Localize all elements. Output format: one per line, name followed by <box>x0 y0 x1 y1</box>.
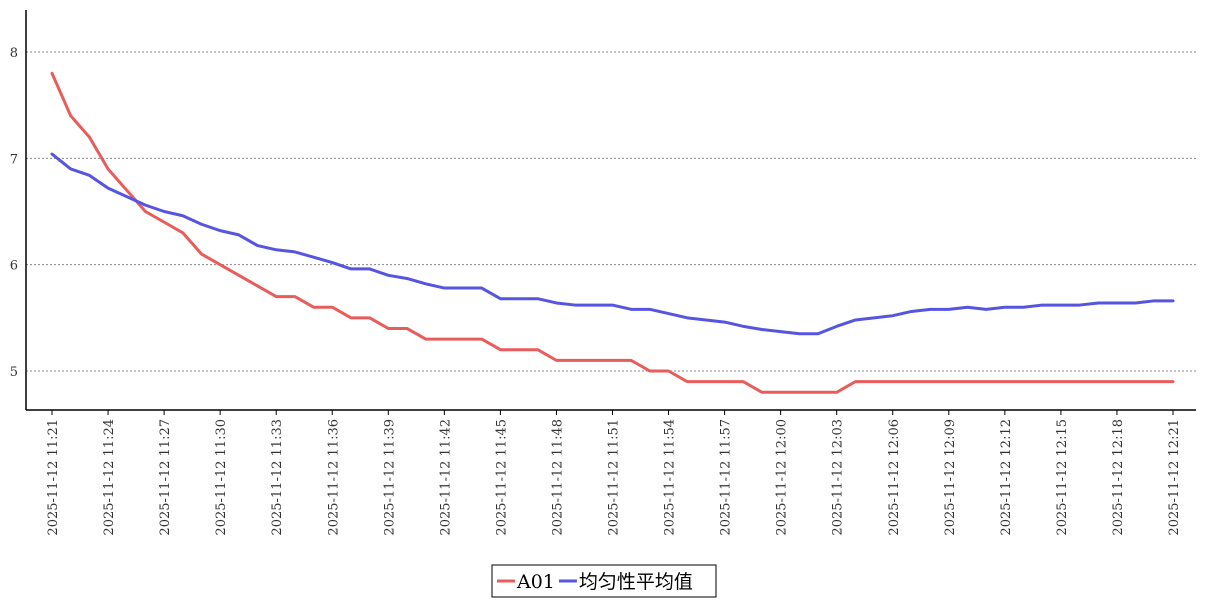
x-tick-label: 2025-11-12 11:48 <box>550 419 565 536</box>
x-tick-label: 2025-11-12 11:33 <box>270 419 285 536</box>
x-tick-label: 2025-11-12 11:54 <box>663 419 678 536</box>
legend[interactable]: A01 均匀性平均值 <box>491 564 717 598</box>
legend-label[interactable]: A01 <box>516 571 555 593</box>
x-tick-label: 2025-11-12 12:18 <box>1111 419 1126 536</box>
y-tick-label: 5 <box>10 365 18 380</box>
x-tick-label: 2025-11-12 12:21 <box>1167 419 1182 536</box>
series-lines <box>50 71 1175 394</box>
x-tick-label: 2025-11-12 11:45 <box>494 419 509 536</box>
x-tick-label: 2025-11-12 11:24 <box>102 419 117 536</box>
x-tick-label: 2025-11-12 11:57 <box>719 419 734 536</box>
x-tick-label: 2025-11-12 11:51 <box>607 419 622 536</box>
series-line-2 <box>50 152 1175 336</box>
series-line-1 <box>50 71 1175 394</box>
legend-box <box>491 564 717 598</box>
x-tick-label: 2025-11-12 12:09 <box>943 419 958 536</box>
x-tick-label: 2025-11-12 11:39 <box>382 419 397 536</box>
axes: 5 6 7 8 2025-11-12 11:21 2025-11-12 11:24 2025… <box>10 10 1196 536</box>
x-tick-label: 2025-11-12 11:42 <box>438 419 453 536</box>
x-tick-label: 2025-11-12 12:06 <box>887 419 902 536</box>
legend-label[interactable]: 均匀性平均值 <box>579 571 693 593</box>
grid-lines <box>26 51 1196 372</box>
x-tick-label: 2025-11-12 12:15 <box>1055 419 1070 536</box>
y-tick-label: 8 <box>10 46 18 61</box>
y-tick-label: 6 <box>10 259 18 274</box>
x-tick-label: 2025-11-12 12:00 <box>775 419 790 536</box>
x-tick-label: 2025-11-12 11:30 <box>214 419 229 536</box>
x-tick-label: 2025-11-12 12:03 <box>831 419 846 536</box>
x-tick-label: 2025-11-12 11:21 <box>46 419 61 536</box>
y-tick-label: 7 <box>10 152 18 167</box>
x-tick-label: 2025-11-12 11:36 <box>326 419 341 536</box>
x-tick-label: 2025-11-12 11:27 <box>158 419 173 536</box>
x-tick-label: 2025-11-12 12:12 <box>999 419 1014 536</box>
